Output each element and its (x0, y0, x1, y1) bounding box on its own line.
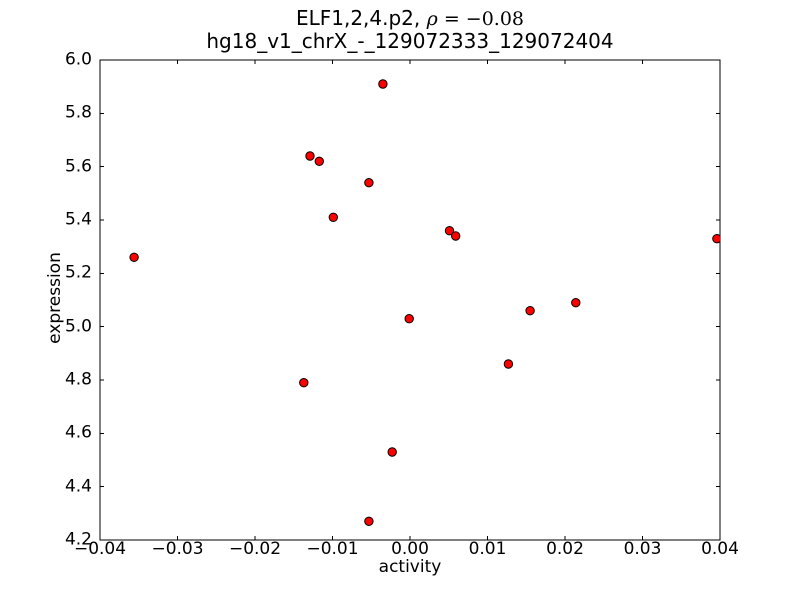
y-tick-label: 4.2 (64, 529, 92, 550)
chart-subtitle: hg18_v1_chrX_-_129072333_129072404 (206, 29, 614, 53)
y-tick-label: 4.6 (64, 422, 92, 443)
data-point (129, 252, 139, 262)
y-tick-label: 5.8 (64, 102, 92, 123)
x-tick-label: −0.02 (228, 539, 282, 559)
data-point (299, 378, 309, 388)
x-tick-label: −0.03 (151, 539, 204, 559)
rho-symbol: ρ (426, 8, 438, 30)
x-tick-label: −0.04 (73, 539, 127, 559)
x-tick-label: 0.04 (701, 539, 739, 559)
x-tick-label: −0.01 (306, 539, 359, 559)
y-tick-label: 5.2 (64, 262, 92, 283)
data-point (451, 231, 461, 241)
y-tick-label: 4.8 (64, 369, 92, 390)
chart-title: ELF1,2,4.p2, ρ = −0.08 (100, 7, 720, 31)
data-point (571, 298, 581, 308)
title-rho-expression: ρ = −0.08 (427, 8, 524, 30)
data-point (378, 79, 388, 89)
axis-ticks (99, 59, 721, 541)
data-point (387, 447, 397, 457)
data-point (525, 306, 535, 316)
data-point (305, 151, 315, 161)
data-point (404, 314, 414, 324)
x-tick-label: 0.00 (391, 539, 429, 559)
title-gene-label: ELF1,2,4.p2, (295, 6, 427, 30)
y-tick-label: 4.4 (64, 476, 92, 497)
data-point (503, 359, 514, 369)
y-tick-label: 5.6 (64, 156, 92, 177)
data-point (364, 516, 374, 526)
data-point (364, 178, 374, 188)
y-axis-label: expression (45, 252, 65, 344)
x-tick-label: 0.02 (546, 539, 584, 559)
data-point (444, 226, 455, 236)
x-tick-label: 0.03 (623, 539, 662, 559)
y-tick-label: 5.4 (64, 209, 92, 230)
y-tick-label: 6.0 (64, 49, 92, 70)
x-axis-label: activity (378, 557, 442, 577)
rho-value: = −0.08 (437, 8, 525, 30)
y-tick-label: 5.0 (64, 316, 92, 337)
data-point (328, 212, 338, 223)
x-tick-label: 0.01 (468, 539, 507, 559)
data-point (712, 234, 720, 244)
axes-frame (99, 59, 721, 541)
data-point (314, 156, 324, 167)
